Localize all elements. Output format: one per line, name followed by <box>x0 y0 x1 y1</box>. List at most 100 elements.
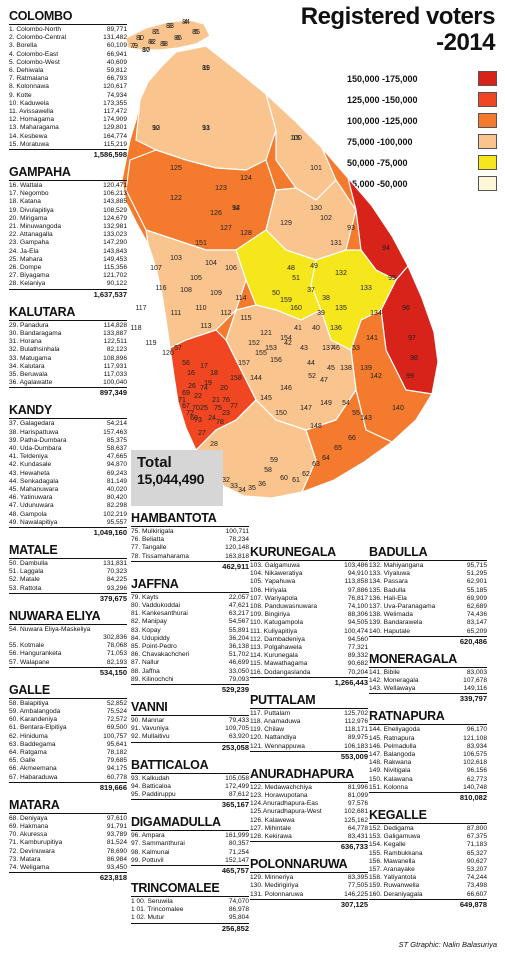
seat-number-label: 141 <box>366 335 378 342</box>
electorate-row: 157. Aranayake 53,207 <box>369 866 487 874</box>
electorate-row: 159. Ruwanwella 73,498 <box>369 882 487 890</box>
column-1: COLOMBO 1. Colombo-North 89,771 2. Colombo-… <box>9 8 127 887</box>
electorate-voters: 117,033 <box>103 370 127 378</box>
electorate-voters: 125,702 <box>344 709 368 717</box>
electorate-row: 89. Kilinochchi 79,093 <box>131 676 249 684</box>
seat-number-label: 145 <box>260 395 272 402</box>
district-total: 636,733 <box>250 841 368 852</box>
electorate-name: 125.Anuradhapura-West <box>250 808 322 816</box>
seat-number-label: 39 <box>317 310 325 317</box>
seat-number-label: 51 <box>292 275 300 282</box>
district-block: KURUNEGALA 103. Galgamuwa 103,486 104. Nika… <box>250 544 368 688</box>
electorate-name: 67. Habaraduwa <box>9 773 58 781</box>
district-total: 339,797 <box>369 693 487 704</box>
electorate-name: 86. Chavakachcheri <box>131 651 190 659</box>
electorate-voters: 152,147 <box>225 856 249 864</box>
seat-number-label: 72 <box>186 410 194 417</box>
electorate-name: 113. Polgahawela <box>250 644 302 652</box>
electorate-name: 47. Udunuwara <box>9 502 54 510</box>
electorate-name: 83. Kopay <box>131 626 161 634</box>
legend-item: 75,000 -100,000 <box>347 131 497 152</box>
district-block: TRINCOMALEE 1 00. Seruwila 74,070 1 01. Tri… <box>131 880 249 934</box>
electorate-voters: 133,023 <box>103 231 127 239</box>
electorate-voters: 95,715 <box>466 562 487 569</box>
electorate-row: 66. Akmeemana 94,175 <box>9 765 127 773</box>
seat-number-label: 103 <box>170 255 182 262</box>
seat-number-label: 5 <box>194 29 198 36</box>
electorate-voters: 90,682 <box>347 660 368 668</box>
electorate-voters: 120,148 <box>225 544 249 552</box>
district-divider <box>9 812 127 814</box>
electorate-voters: 64,778 <box>347 824 368 832</box>
electorate-voters: 86,984 <box>106 855 127 863</box>
electorate-row: 131. Polonnaruwa 146,225 <box>250 891 368 899</box>
electorate-row: 92. Mullaitivu 63,920 <box>131 733 249 741</box>
electorate-name: 154. Kegalle <box>369 841 406 849</box>
district-divider <box>9 180 127 182</box>
district-heading: BATTICALOA <box>131 757 209 772</box>
district-block: VANNI 90. Mannar 79,433 91. Vavuniya 109,705… <box>131 699 249 753</box>
electorate-voters: 146,225 <box>344 890 368 898</box>
seat-number-label: 123 <box>215 185 227 192</box>
electorate-voters: 174,909 <box>103 116 127 124</box>
electorate-row: 71. Kamburupitiya 81,524 <box>9 839 127 847</box>
electorate-voters: 36,138 <box>228 643 249 651</box>
electorate-name: 81. Kankesanthurai <box>131 610 188 618</box>
seat-number-label: 59 <box>270 457 278 464</box>
seat-number-label: 151 <box>195 240 207 247</box>
electorate-voters: 114,828 <box>103 321 127 329</box>
electorate-name: 27. Biyagama <box>9 272 50 280</box>
electorate-row: 1 00. Seruwila 74,070 <box>131 898 249 906</box>
electorate-voters: 62,689 <box>466 603 487 611</box>
seat-number-label: 27 <box>198 430 206 437</box>
electorate-name: 120. Nattandiya <box>250 734 297 742</box>
electorate-name: 96. Ampara <box>131 832 165 840</box>
district-total: 620,486 <box>369 635 487 647</box>
electorate-voters: 102,681 <box>344 808 368 816</box>
electorate-voters: 74,244 <box>466 874 487 882</box>
district-block: PUTTALAM 117. Puttalam 125,702 118. Anamadu… <box>250 692 368 762</box>
electorate-row: 153. Galigamuwa 67,375 <box>369 833 487 841</box>
electorate-voters: 69,243 <box>106 469 127 477</box>
electorate-voters: 100,040 <box>103 379 127 387</box>
electorate-voters: 60,109 <box>106 42 127 50</box>
electorate-name: 65. Galle <box>9 757 36 765</box>
electorate-name: 42. Kundasale <box>9 461 52 469</box>
seat-number-label: 129 <box>280 220 292 227</box>
electorate-row: 11. Avissawella 117,472 <box>9 108 127 116</box>
district-heading: VANNI <box>131 700 168 715</box>
electorate-row: 72. Devinuwara 78,690 <box>9 848 127 856</box>
electorate-row: 22. Attanagalla 133,023 <box>9 231 127 239</box>
seat-number-label: 68 <box>190 415 198 422</box>
seat-number-label: 26 <box>188 383 196 390</box>
electorate-row: 14. Kesbewa 164,774 <box>9 133 127 141</box>
seat-number-label: 108 <box>180 287 192 294</box>
seat-number-label: 67 <box>182 403 190 410</box>
seat-number-label: 154 <box>280 335 292 342</box>
electorate-name: 144. Eheliyagoda <box>369 726 420 734</box>
electorate-row: 65. Galle 79,685 <box>9 757 127 765</box>
electorate-name: 128. Kekirawa <box>250 833 292 841</box>
electorate-name: 138. Welimada <box>369 611 413 619</box>
electorate-name: 60. Karandeniya <box>9 716 58 724</box>
electorate-row: 114. Kurunegala 89,332 <box>250 652 368 660</box>
electorate-voters: 83,147 <box>466 619 487 627</box>
electorate-name: 129. Minneriya <box>250 874 294 882</box>
electorate-row: 54. Nuwara Eliya-Maskeliya <box>9 626 127 634</box>
seat-number-label: 143 <box>360 415 372 422</box>
seat-number-label: 43 <box>300 345 308 352</box>
seat-number-label: 11 <box>202 65 209 72</box>
electorate-voters: 72,572 <box>106 716 127 724</box>
electorate-name: 34. Kalutara <box>9 362 45 370</box>
electorate-voters: 55,185 <box>466 586 487 594</box>
total-label: Total <box>137 454 172 471</box>
electorate-name: 29. Panadura <box>9 321 49 329</box>
electorate-name: 23. Gampaha <box>9 239 49 247</box>
district-block: HAMBANTOTA 75. Mulkirigala 100,711 76. Beli… <box>131 510 249 572</box>
electorate-row: 52. Matale 84,225 <box>9 576 127 584</box>
seat-number-label: 58 <box>264 467 272 474</box>
district-block: MATARA 68. Deniyaya 97,610 69. Hakmana 91,79… <box>9 797 127 883</box>
seat-number-label: 45 <box>327 365 335 372</box>
district-total: 256,852 <box>131 922 249 934</box>
electorate-voters: 102,219 <box>103 510 127 518</box>
